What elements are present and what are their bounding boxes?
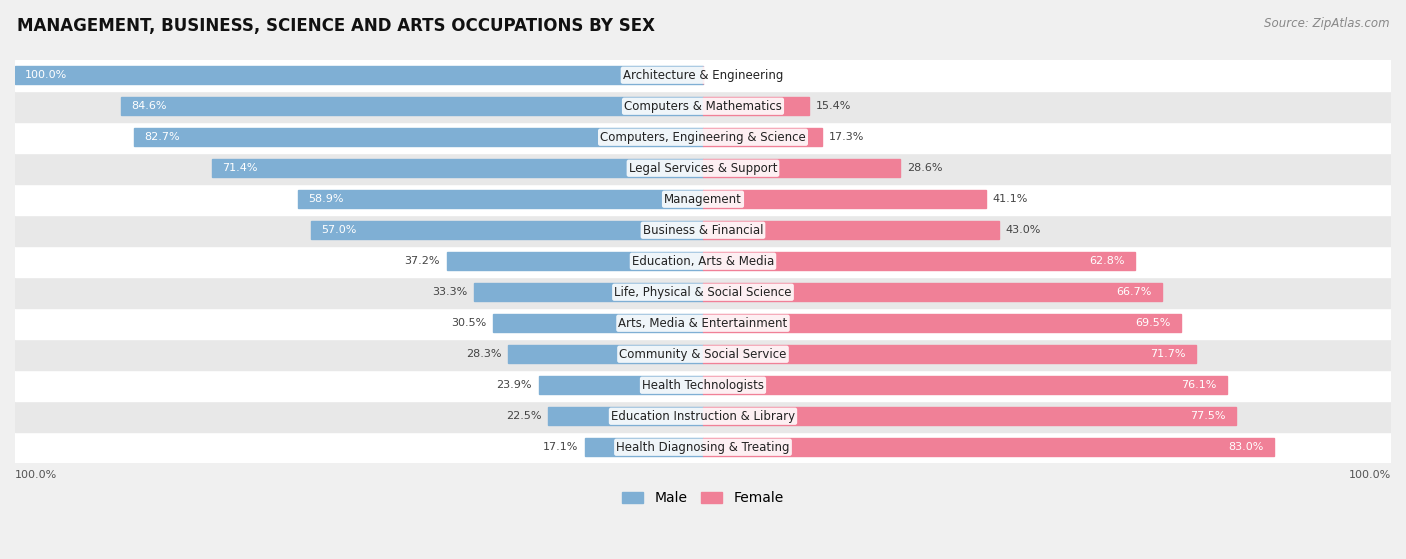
Text: 100.0%: 100.0% xyxy=(1348,470,1391,480)
Bar xyxy=(548,408,703,425)
Text: 58.9%: 58.9% xyxy=(308,194,343,204)
Bar xyxy=(703,97,808,115)
Bar xyxy=(15,369,1391,401)
Bar xyxy=(15,153,1391,184)
Bar xyxy=(15,184,1391,215)
Bar xyxy=(15,277,1391,307)
Bar xyxy=(538,376,703,394)
Bar xyxy=(703,438,1274,456)
Bar xyxy=(703,376,1226,394)
Bar xyxy=(703,221,998,239)
Bar xyxy=(212,159,703,177)
Bar xyxy=(15,246,1391,277)
Bar xyxy=(15,307,1391,339)
Text: 69.5%: 69.5% xyxy=(1136,318,1171,328)
Text: Computers & Mathematics: Computers & Mathematics xyxy=(624,100,782,113)
Bar xyxy=(703,408,1236,425)
Bar xyxy=(585,438,703,456)
Text: 17.3%: 17.3% xyxy=(830,132,865,142)
Text: Health Technologists: Health Technologists xyxy=(643,379,763,392)
Bar xyxy=(494,314,703,332)
Bar xyxy=(703,159,900,177)
Legend: Male, Female: Male, Female xyxy=(616,484,790,512)
Bar xyxy=(311,221,703,239)
Bar xyxy=(15,66,703,84)
Text: 23.9%: 23.9% xyxy=(496,380,531,390)
Text: 33.3%: 33.3% xyxy=(432,287,467,297)
Bar xyxy=(703,345,1197,363)
Text: Education Instruction & Library: Education Instruction & Library xyxy=(612,410,794,423)
Bar xyxy=(447,252,703,270)
Bar xyxy=(703,252,1135,270)
Text: 71.7%: 71.7% xyxy=(1150,349,1187,359)
Bar xyxy=(15,432,1391,463)
Bar xyxy=(474,283,703,301)
Text: Life, Physical & Social Science: Life, Physical & Social Science xyxy=(614,286,792,299)
Bar xyxy=(15,339,1391,369)
Text: 100.0%: 100.0% xyxy=(25,70,67,80)
Bar xyxy=(15,215,1391,246)
Text: 30.5%: 30.5% xyxy=(451,318,486,328)
Bar xyxy=(15,122,1391,153)
Text: 76.1%: 76.1% xyxy=(1181,380,1216,390)
Bar xyxy=(703,128,823,146)
Text: Health Diagnosing & Treating: Health Diagnosing & Treating xyxy=(616,440,790,454)
Bar xyxy=(15,91,1391,122)
Text: Community & Social Service: Community & Social Service xyxy=(619,348,787,361)
Bar xyxy=(298,190,703,208)
Text: Education, Arts & Media: Education, Arts & Media xyxy=(631,255,775,268)
Bar xyxy=(134,128,703,146)
Bar xyxy=(703,314,1181,332)
Text: 77.5%: 77.5% xyxy=(1191,411,1226,421)
Text: Architecture & Engineering: Architecture & Engineering xyxy=(623,69,783,82)
Bar xyxy=(509,345,703,363)
Text: 82.7%: 82.7% xyxy=(145,132,180,142)
Text: 41.1%: 41.1% xyxy=(993,194,1028,204)
Bar xyxy=(121,97,703,115)
Text: 100.0%: 100.0% xyxy=(15,470,58,480)
Bar xyxy=(703,190,986,208)
Text: 28.6%: 28.6% xyxy=(907,163,942,173)
Text: 28.3%: 28.3% xyxy=(465,349,502,359)
Text: 17.1%: 17.1% xyxy=(543,442,578,452)
Text: 57.0%: 57.0% xyxy=(321,225,357,235)
Text: 43.0%: 43.0% xyxy=(1005,225,1040,235)
Text: 37.2%: 37.2% xyxy=(405,256,440,266)
Text: 66.7%: 66.7% xyxy=(1116,287,1152,297)
Bar xyxy=(15,60,1391,91)
Text: Business & Financial: Business & Financial xyxy=(643,224,763,236)
Text: 84.6%: 84.6% xyxy=(131,101,167,111)
Text: Arts, Media & Entertainment: Arts, Media & Entertainment xyxy=(619,317,787,330)
Text: Legal Services & Support: Legal Services & Support xyxy=(628,162,778,175)
Text: Source: ZipAtlas.com: Source: ZipAtlas.com xyxy=(1264,17,1389,30)
Text: 15.4%: 15.4% xyxy=(815,101,851,111)
Bar xyxy=(15,401,1391,432)
Text: 71.4%: 71.4% xyxy=(222,163,257,173)
Text: 83.0%: 83.0% xyxy=(1229,442,1264,452)
Text: MANAGEMENT, BUSINESS, SCIENCE AND ARTS OCCUPATIONS BY SEX: MANAGEMENT, BUSINESS, SCIENCE AND ARTS O… xyxy=(17,17,655,35)
Text: Management: Management xyxy=(664,193,742,206)
Bar xyxy=(703,283,1161,301)
Text: Computers, Engineering & Science: Computers, Engineering & Science xyxy=(600,131,806,144)
Text: 62.8%: 62.8% xyxy=(1090,256,1125,266)
Text: 22.5%: 22.5% xyxy=(506,411,541,421)
